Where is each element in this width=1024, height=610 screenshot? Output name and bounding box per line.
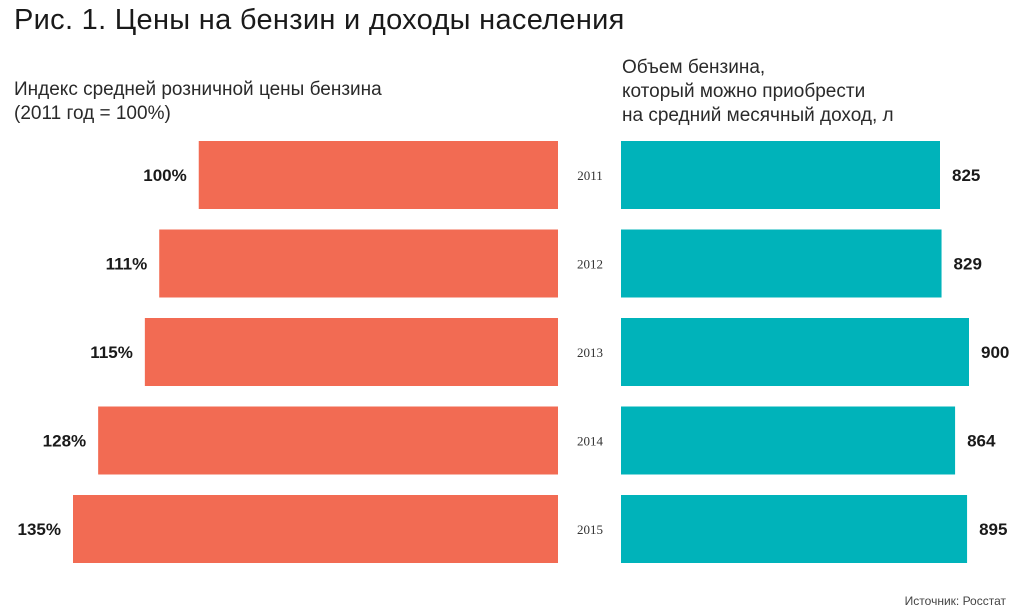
chart-title: Рис. 1. Цены на бензин и доходы населени… [14, 4, 625, 36]
right-panel-label-line: на средний месячный доход, л [622, 105, 894, 126]
fuel-volume-value-label: 900 [981, 343, 1009, 362]
fuel-volume-bar [621, 141, 940, 209]
source-note: Источник: Росстат [904, 594, 1006, 608]
price-index-value-label: 115% [90, 343, 133, 362]
price-index-bar [159, 229, 558, 298]
left-panel-label-line: (2011 год = 100%) [14, 103, 171, 124]
price-index-bar [73, 495, 558, 563]
price-index-value-label: 135% [18, 520, 61, 539]
fuel-volume-value-label: 829 [954, 255, 982, 274]
price-index-value-label: 111% [106, 255, 148, 274]
fuel-volume-value-label: 825 [952, 166, 980, 185]
fuel-volume-bar [621, 495, 968, 563]
year-label: 2012 [577, 257, 603, 272]
right-panel-label-line: который можно приобрести [622, 81, 866, 102]
fuel-volume-bar [621, 406, 956, 475]
fuel-volume-value-label: 864 [967, 432, 996, 451]
right-panel-label: Объем бензина, который можно приобрести … [622, 56, 894, 128]
fuel-volume-bar [621, 229, 942, 298]
year-label: 2015 [577, 522, 603, 537]
left-panel-label: Индекс средней розничной цены бензина (2… [14, 78, 382, 126]
left-panel-label-line: Индекс средней розничной цены бензина [14, 79, 382, 100]
year-label: 2011 [577, 168, 603, 183]
price-index-value-label: 128% [43, 432, 86, 451]
fuel-volume-bar [621, 318, 969, 386]
price-index-bar [144, 318, 558, 386]
year-label: 2014 [577, 434, 604, 449]
right-panel-label-line: Объем бензина, [622, 57, 766, 78]
fuel-volume-value-label: 895 [979, 520, 1007, 539]
price-index-value-label: 100% [143, 166, 186, 185]
price-index-bar [98, 406, 559, 475]
year-label: 2013 [577, 345, 603, 360]
price-index-bar [198, 141, 559, 209]
